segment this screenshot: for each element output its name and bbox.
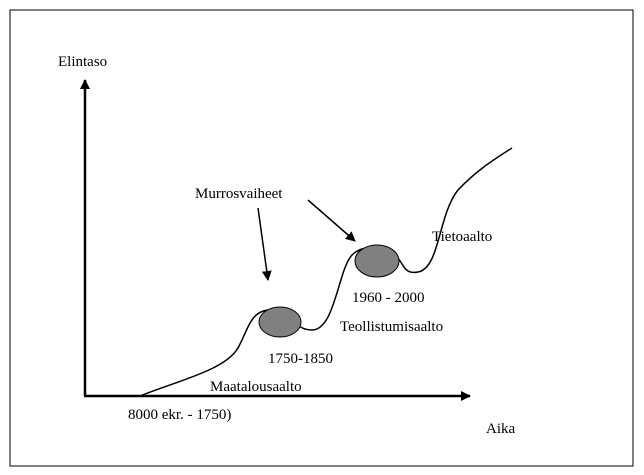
y-axis-label: Elintaso	[58, 54, 107, 70]
arrow	[307, 199, 356, 242]
development-curve	[139, 147, 513, 397]
annotation: 1960 - 2000	[352, 290, 425, 306]
annotation: 8000 ekr. - 1750)	[128, 407, 231, 423]
transition-ellipse	[258, 306, 302, 338]
transition-ellipse	[354, 244, 400, 278]
annotation: 1750-1850	[268, 351, 333, 367]
annotation: Tietoaalto	[432, 229, 492, 245]
annotation: Teollistumisaalto	[340, 319, 443, 335]
frame	[9, 9, 634, 467]
annotation: Murrosvaiheet	[195, 186, 283, 202]
arrow	[257, 207, 272, 281]
annotation: Maatalousaalto	[210, 379, 302, 395]
x-axis-label: Aika	[486, 421, 516, 437]
